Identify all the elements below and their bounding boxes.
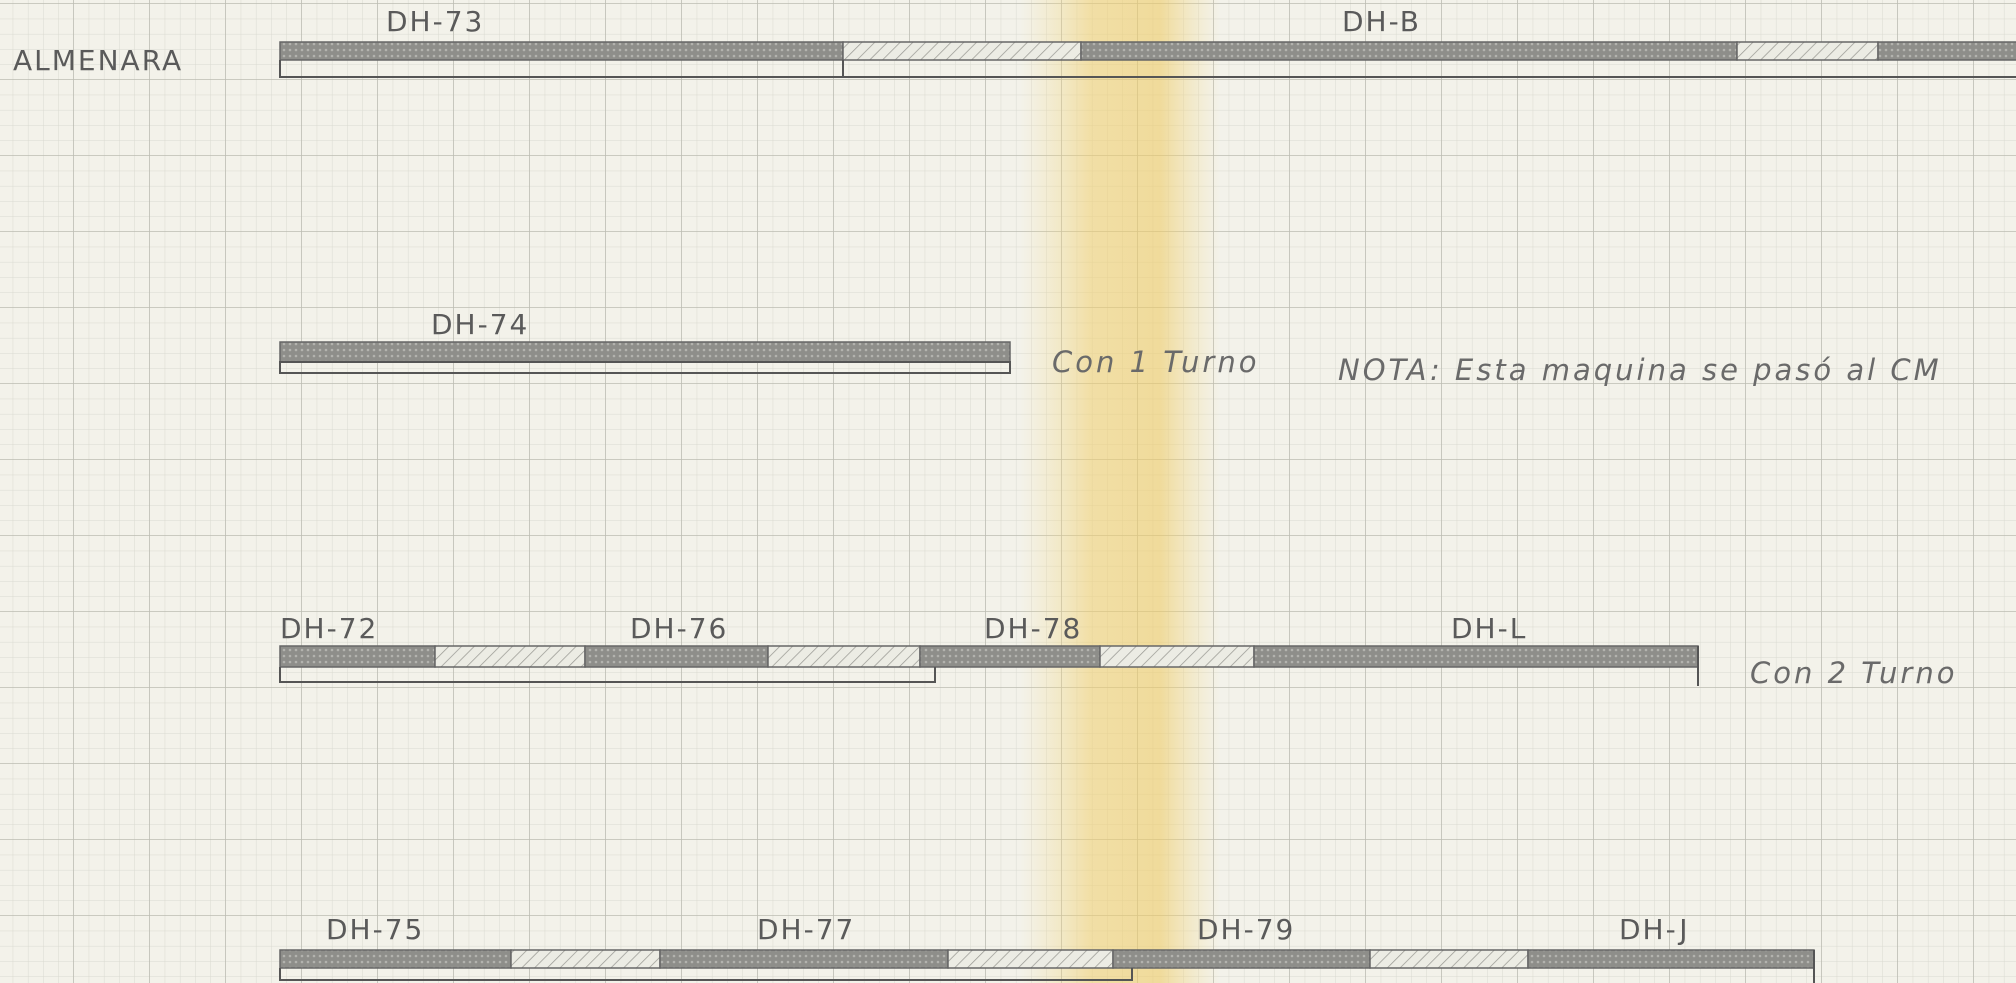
bar-segment: [1878, 42, 2016, 60]
bar-segment: [920, 646, 1100, 667]
bar-segment: [660, 950, 948, 968]
task-label: DH-73: [386, 5, 484, 38]
bar-gap: [948, 950, 1113, 968]
bar-segment: [280, 342, 1010, 362]
graph-paper: [0, 0, 2016, 983]
bar-segment: [585, 646, 768, 667]
bar-segment: [1113, 950, 1370, 968]
bar-segment: [1254, 646, 1698, 667]
bar-gap: [511, 950, 660, 968]
bar-segment: [280, 646, 435, 667]
bar-gap: [768, 646, 920, 667]
note: Con 1 Turno: [1052, 345, 1259, 379]
task-label: DH-79: [1197, 913, 1295, 946]
task-label: DH-B: [1342, 5, 1421, 38]
bar-gap: [843, 42, 1081, 60]
plant-label: ALMENARA: [13, 44, 183, 77]
task-label: DH-77: [757, 913, 855, 946]
task-label: DH-75: [326, 913, 424, 946]
bar-gap: [435, 646, 585, 667]
bar-gap: [1737, 42, 1878, 60]
task-label: DH-76: [630, 612, 728, 645]
task-label: DH-74: [431, 308, 529, 341]
bar-segment: [280, 950, 511, 968]
note: Con 2 Turno: [1750, 656, 1957, 690]
bar-segment: [1081, 42, 1737, 60]
bar-gap: [1370, 950, 1528, 968]
page: ALMENARA DH-73 DH-B DH-74 Con 1 Turno NO…: [0, 0, 2016, 983]
gantt-sheet: ALMENARA DH-73 DH-B DH-74 Con 1 Turno NO…: [0, 0, 2016, 983]
bar-segment: [280, 42, 843, 60]
task-label: DH-L: [1451, 612, 1527, 645]
bar-segment: [1528, 950, 1814, 968]
task-label: DH-72: [280, 612, 378, 645]
task-label: DH-J: [1619, 913, 1690, 946]
bar-gap: [1100, 646, 1254, 667]
task-label: DH-78: [984, 612, 1082, 645]
paper-stain: [1020, 0, 1220, 983]
note: NOTA: Esta maquina se pasó al CM: [1338, 353, 1942, 387]
